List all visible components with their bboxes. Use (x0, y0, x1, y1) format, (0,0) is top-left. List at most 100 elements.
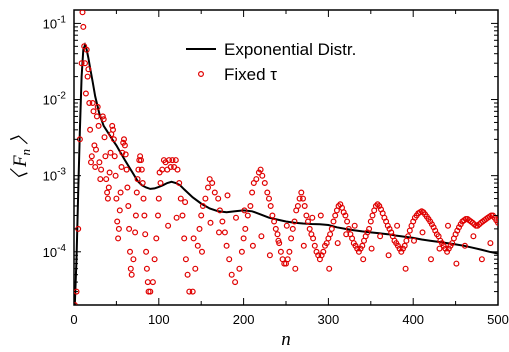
scatter-point (137, 153, 144, 160)
scatter-point (196, 225, 203, 232)
scatter-point (216, 229, 223, 236)
scatter-point (284, 256, 291, 263)
scatter-point (244, 212, 251, 219)
scatter-point (269, 212, 276, 219)
y-label-close: 〉 (9, 126, 31, 145)
scatter-point (360, 256, 367, 263)
scatter-point (177, 195, 184, 202)
scatter-point (301, 203, 308, 210)
scatter-point (266, 252, 273, 259)
scatter-point (179, 212, 186, 219)
scatter-point (199, 248, 206, 255)
scatter-point (87, 159, 94, 166)
scatter-point (288, 235, 295, 242)
legend-point-swatch (198, 70, 205, 77)
scatter-point (109, 122, 116, 129)
scatter-point (96, 159, 103, 166)
y-label-var: F (10, 155, 31, 168)
scatter-point (186, 288, 193, 295)
scatter-point (153, 235, 160, 242)
scatter-point (127, 265, 134, 272)
scatter-point (107, 149, 114, 156)
scatter-point (211, 189, 218, 196)
scatter-point (215, 195, 222, 202)
scatter-point (143, 265, 150, 272)
y-axis-label-text: 〈Fn 〉 (9, 126, 33, 190)
x-tick-label: 0 (70, 312, 77, 327)
scatter-point (223, 242, 230, 249)
scatter-point (113, 195, 120, 202)
scatter-point (118, 164, 125, 171)
x-tick-label: 300 (318, 312, 340, 327)
scatter-point (232, 279, 239, 286)
scatter-point (93, 113, 100, 120)
scatter-point (275, 237, 282, 244)
scatter-point (125, 203, 132, 210)
scatter-point (487, 240, 494, 247)
scatter-point (247, 203, 254, 210)
scatter-point (182, 199, 189, 206)
x-tick-label: 100 (148, 312, 170, 327)
scatter-point (155, 212, 162, 219)
scatter-point (95, 122, 102, 129)
scatter-point (169, 157, 176, 164)
scatter-point (147, 288, 154, 295)
scatter-point (351, 222, 358, 229)
scatter-point (216, 207, 223, 214)
scatter-point (84, 73, 91, 80)
scatter-point (140, 195, 147, 202)
scatter-point (359, 242, 366, 249)
y-label-sub: n (18, 149, 33, 156)
x-tick-label: 500 (487, 312, 509, 327)
scatter-point (394, 222, 401, 229)
scatter-point (300, 195, 307, 202)
scatter-point (374, 201, 381, 208)
scatter-point (124, 184, 131, 191)
scatter-point (419, 229, 426, 236)
scatter-point (181, 235, 188, 242)
scatter-point (430, 224, 437, 231)
scatter-point (105, 184, 112, 191)
scatter-point (199, 203, 206, 210)
scatter-point (92, 146, 99, 153)
scatter-point (192, 265, 199, 272)
scatter-point (385, 252, 392, 259)
y-label-open: 〈 (9, 168, 31, 190)
scatter-point (116, 207, 123, 214)
y-tick-label: 10-3 (43, 167, 67, 184)
scatter-point (298, 189, 305, 196)
scatter-point (79, 10, 86, 16)
scatter-point (104, 189, 111, 196)
scatter-point (274, 231, 281, 238)
scatter-point (106, 169, 113, 176)
scatter-point (224, 192, 231, 199)
scatter-point (184, 271, 191, 278)
scatter-point (226, 256, 233, 263)
scatter-point (228, 271, 235, 278)
scatter-point (259, 172, 266, 179)
scatter-point (305, 218, 312, 225)
scatter-point (202, 195, 209, 202)
scatter-point (120, 136, 127, 143)
scatter-point (89, 99, 96, 106)
scatter-point (445, 222, 452, 229)
scatter-point (85, 66, 92, 73)
scatter-point (114, 218, 121, 225)
scatter-point (334, 240, 341, 247)
scatter-point (100, 116, 107, 123)
scatter-point (111, 153, 118, 160)
scatter-point (82, 90, 89, 97)
plot-area (74, 10, 498, 305)
scatter-point (87, 126, 94, 133)
scatter-point (369, 212, 376, 219)
scatter-point (406, 227, 413, 234)
scatter-point (156, 169, 163, 176)
y-tick-label: 10-2 (43, 91, 67, 108)
scatter-point (130, 256, 137, 263)
scatter-point (165, 222, 172, 229)
scatter-point (144, 279, 151, 286)
scatter-point (126, 248, 133, 255)
scatter-point (194, 242, 201, 249)
legend: Exponential Distr. Fixed τ (186, 40, 356, 84)
